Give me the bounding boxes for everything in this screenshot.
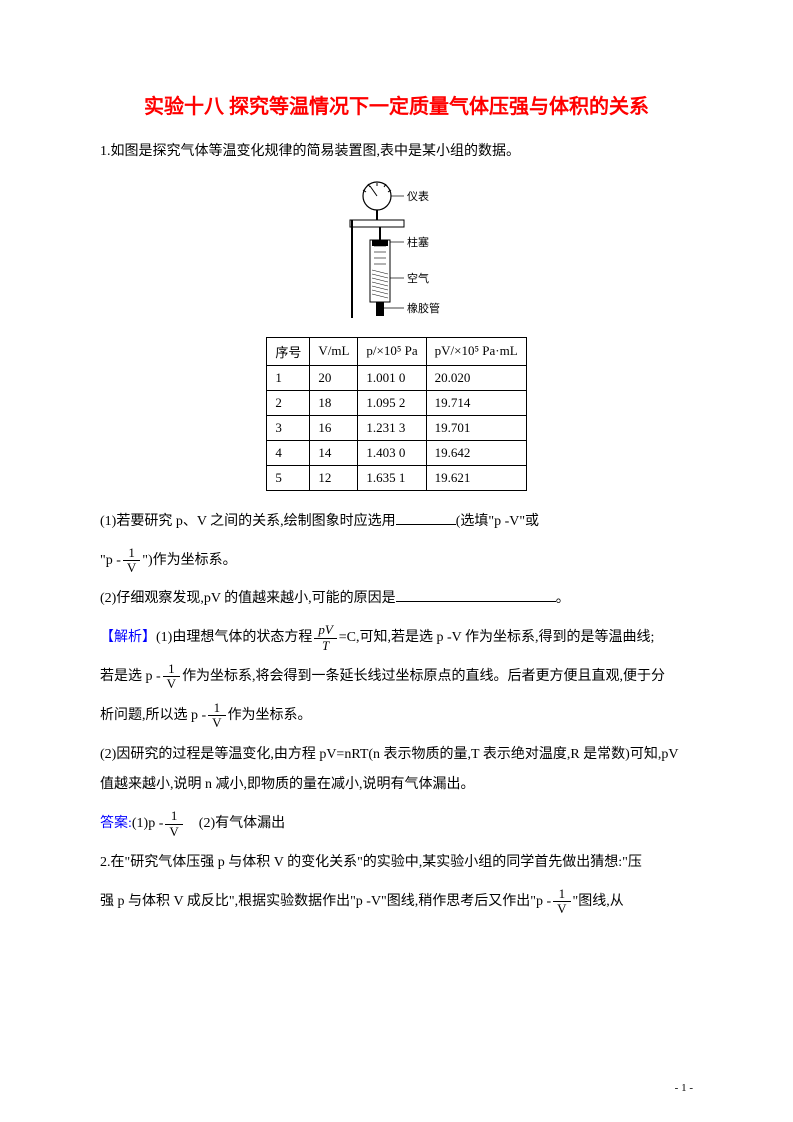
table-header-row: 序号 V/mL p/×10⁵ Pa pV/×10⁵ Pa·mL <box>267 337 526 365</box>
frac-1-over-v: 1V <box>165 809 182 839</box>
q1-intro: 1.如图是探究气体等温变化规律的简易装置图,表中是某小组的数据。 <box>100 137 693 168</box>
page-title: 实验十八 探究等温情况下一定质量气体压强与体积的关系 <box>100 90 693 119</box>
solution-1-line3: 析问题,所以选 p -1V作为坐标系。 <box>100 701 693 732</box>
answer-label: 答案: <box>100 816 132 831</box>
table-row: 1201.001 020.020 <box>267 365 526 390</box>
q2-line1: 2.在"研究气体压强 p 与体积 V 的变化关系"的实验中,某实验小组的同学首先… <box>100 848 693 879</box>
label-rubber: 橡胶管 <box>407 301 440 315</box>
label-gauge: 仪表 <box>407 189 429 203</box>
label-air: 空气 <box>407 271 429 285</box>
apparatus-diagram: 仪表 柱塞 空气 橡胶管 <box>100 178 693 323</box>
frac-1-over-v: 1V <box>123 546 140 576</box>
data-table: 序号 V/mL p/×10⁵ Pa pV/×10⁵ Pa·mL 1201.001… <box>266 337 526 491</box>
solution-1-line2: 若是选 p -1V作为坐标系,将会得到一条延长线过坐标原点的直线。后者更方便且直… <box>100 662 693 693</box>
th-v: V/mL <box>310 337 358 365</box>
q1-part2: (2)仔细观察发现,pV 的值越来越小,可能的原因是。 <box>100 584 693 615</box>
solution-1-line1: 【解析】(1)由理想气体的状态方程pVT=C,可知,若是选 p -V 作为坐标系… <box>100 623 693 654</box>
th-p: p/×10⁵ Pa <box>358 337 426 365</box>
solution-2: (2)因研究的过程是等温变化,由方程 pV=nRT(n 表示物质的量,T 表示绝… <box>100 740 693 802</box>
q2-line2: 强 p 与体积 V 成反比",根据实验数据作出"p -V"图线,稍作思考后又作出… <box>100 887 693 918</box>
blank-1 <box>396 511 456 525</box>
table-row: 4141.403 019.642 <box>267 440 526 465</box>
label-piston: 柱塞 <box>407 235 429 249</box>
th-seq: 序号 <box>267 337 310 365</box>
frac-pv-over-t: pVT <box>314 623 336 653</box>
frac-1-over-v: 1V <box>553 887 570 917</box>
table-row: 5121.635 119.621 <box>267 465 526 490</box>
q1-part1-line2: "p -1V")作为坐标系。 <box>100 546 693 577</box>
page-number: - 1 - <box>675 1082 693 1094</box>
blank-2 <box>396 588 556 602</box>
solution-label: 【解析】 <box>100 630 156 645</box>
frac-1-over-v: 1V <box>208 701 225 731</box>
table-row: 2181.095 219.714 <box>267 390 526 415</box>
answer-line: 答案:(1)p -1V (2)有气体漏出 <box>100 809 693 840</box>
frac-1-over-v: 1V <box>163 662 180 692</box>
table-row: 3161.231 319.701 <box>267 415 526 440</box>
q1-part1-line1: (1)若要研究 p、V 之间的关系,绘制图象时应选用(选填"p -V"或 <box>100 507 693 538</box>
th-pv: pV/×10⁵ Pa·mL <box>426 337 526 365</box>
